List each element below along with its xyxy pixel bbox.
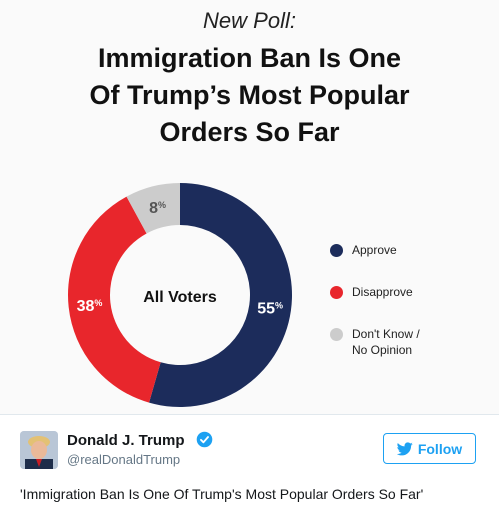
legend-swatch bbox=[330, 244, 343, 257]
legend-label: Approve bbox=[352, 243, 397, 257]
headline-line: Orders So Far bbox=[159, 117, 340, 147]
poll-graphic: New Poll: Immigration Ban Is One Of Trum… bbox=[0, 8, 499, 407]
follow-button-label: Follow bbox=[417, 440, 463, 457]
divider bbox=[0, 414, 499, 415]
donut-slices bbox=[68, 183, 293, 407]
poll-kicker: New Poll: bbox=[203, 8, 296, 33]
tweet-body: Donald J. Trump @realDonaldTrump Follow … bbox=[0, 415, 499, 528]
chart-legend: Approve Disapprove Don't Know / No Opini… bbox=[330, 240, 490, 366]
legend-item-disapprove: Disapprove bbox=[330, 282, 490, 312]
legend-label: Disapprove bbox=[352, 285, 413, 299]
follow-button[interactable]: Follow bbox=[383, 433, 476, 464]
donut-chart: All Voters 55% 38% 8% bbox=[68, 183, 293, 407]
legend-swatch bbox=[330, 286, 343, 299]
author-name[interactable]: Donald J. Trump bbox=[67, 432, 185, 449]
legend-item-approve: Approve bbox=[330, 240, 490, 270]
avatar[interactable] bbox=[20, 431, 58, 469]
donut-slice-don-t-know-no-opinion bbox=[126, 183, 180, 234]
donut-data-label: 8% bbox=[149, 200, 166, 217]
donut-slice-disapprove bbox=[68, 196, 161, 403]
author-handle[interactable]: @realDonaldTrump bbox=[67, 452, 181, 467]
donut-center-label: All Voters bbox=[143, 289, 217, 306]
donut-data-label: 38% bbox=[77, 298, 103, 315]
headline-line: Of Trump’s Most Popular bbox=[89, 80, 410, 110]
donut-data-label: 55% bbox=[257, 301, 283, 318]
twitter-bird-icon bbox=[396, 441, 413, 455]
donut-slice-approve bbox=[149, 183, 293, 407]
legend-item-dont-know: Don't Know / No Opinion bbox=[330, 324, 490, 357]
legend-label: No Opinion bbox=[352, 343, 413, 357]
tweet-text: 'Immigration Ban Is One Of Trump's Most … bbox=[20, 486, 424, 502]
donut-data-labels: 55% 38% 8% bbox=[77, 200, 283, 318]
poll-headline: Immigration Ban Is One Of Trump’s Most P… bbox=[0, 40, 499, 151]
legend-label: Don't Know / bbox=[352, 327, 420, 341]
legend-swatch bbox=[330, 328, 343, 341]
headline-line: Immigration Ban Is One bbox=[97, 43, 402, 73]
verified-badge-icon bbox=[196, 431, 213, 448]
